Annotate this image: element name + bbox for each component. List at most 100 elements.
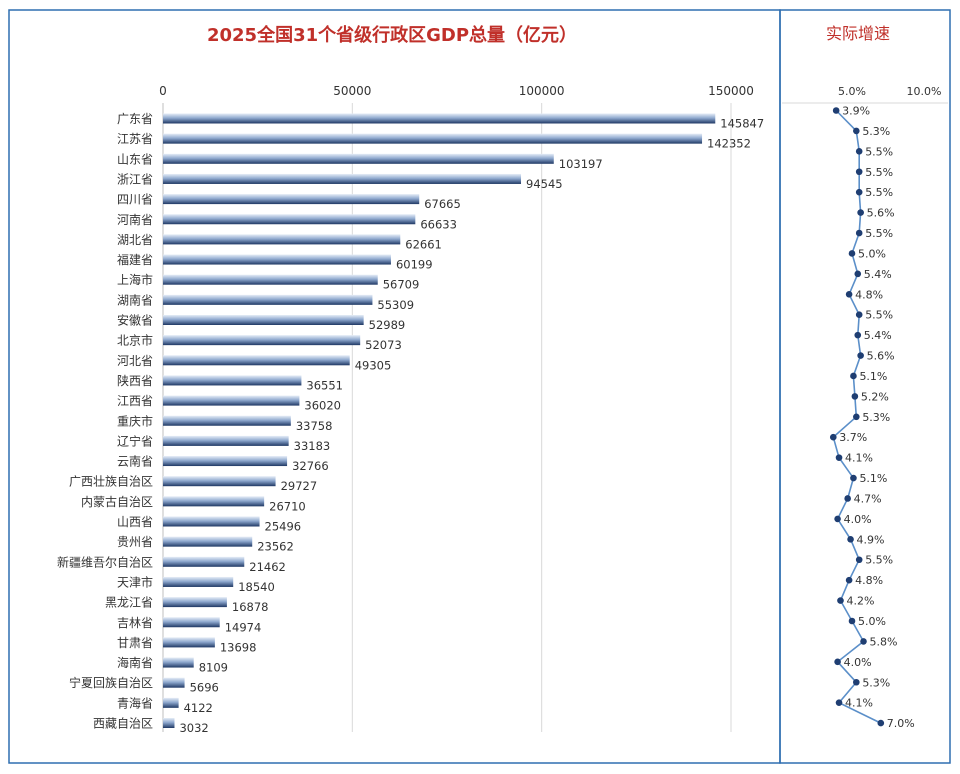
bar-value-label: 36020 (304, 399, 341, 413)
growth-point (853, 678, 860, 686)
growth-point (851, 393, 859, 400)
growth-point (848, 617, 856, 625)
bar (163, 637, 215, 648)
growth-tick-label: 5.0% (838, 85, 866, 98)
category-label: 新疆维吾尔自治区 (57, 554, 153, 569)
bar (163, 657, 194, 668)
category-label: 重庆市 (117, 413, 153, 428)
bar-value-label: 62661 (405, 237, 442, 251)
x-tick-label: 150000 (708, 84, 754, 98)
category-label: 山东省 (117, 152, 153, 166)
category-label: 上海市 (117, 272, 153, 287)
category-label: 四川省 (117, 193, 153, 207)
growth-data-label: 7.0% (887, 717, 915, 730)
bar (163, 718, 175, 728)
bar-value-label: 142352 (707, 137, 751, 151)
bar (163, 597, 227, 608)
growth-point (829, 433, 837, 441)
bar (163, 415, 291, 426)
growth-point (848, 250, 856, 257)
category-label: 河南省 (117, 212, 153, 227)
bar-value-label: 66633 (420, 217, 457, 231)
category-label: 湖北省 (117, 232, 153, 247)
category-label: 福建省 (117, 252, 153, 267)
growth-data-label: 3.9% (842, 105, 870, 118)
category-label: 贵州省 (117, 535, 153, 549)
bar-value-label: 103197 (559, 157, 603, 171)
growth-point (844, 495, 851, 502)
growth-data-label: 5.1% (859, 370, 887, 383)
bar (163, 516, 260, 527)
category-label: 内蒙古自治区 (81, 494, 153, 509)
growth-data-label: 5.5% (865, 554, 893, 567)
category-label: 青海省 (117, 695, 153, 710)
growth-point (853, 413, 860, 421)
category-label: 海南省 (117, 655, 153, 670)
growth-point (855, 188, 863, 196)
growth-point (854, 270, 862, 278)
category-label: 吉林省 (117, 616, 153, 630)
growth-chart-title: 实际增速 (826, 24, 890, 43)
category-label: 天津市 (117, 574, 153, 589)
growth-point (835, 699, 843, 706)
bar (163, 153, 554, 164)
growth-point (855, 311, 863, 319)
bar (163, 335, 361, 346)
bar (163, 214, 416, 225)
growth-data-label: 5.2% (861, 390, 889, 403)
category-label: 辽宁省 (117, 433, 153, 448)
bar-value-label: 33183 (294, 439, 331, 453)
bar-value-label: 4122 (184, 701, 213, 715)
growth-data-label: 5.4% (864, 268, 892, 281)
category-label: 山西省 (117, 515, 153, 529)
growth-data-label: 5.0% (858, 247, 886, 260)
growth-point (834, 515, 841, 523)
bar (163, 375, 302, 386)
bar-value-label: 49305 (355, 358, 392, 372)
bar (163, 496, 265, 507)
category-label: 云南省 (117, 454, 153, 469)
bar-value-label: 60199 (396, 258, 433, 272)
bar-value-label: 33758 (296, 419, 333, 433)
growth-point (850, 372, 857, 380)
growth-data-label: 5.3% (862, 125, 890, 138)
bar-value-label: 56709 (383, 278, 420, 292)
growth-data-label: 5.4% (864, 329, 892, 342)
bar (163, 234, 401, 245)
bar-value-label: 36551 (306, 378, 343, 392)
category-label: 浙江省 (117, 172, 153, 186)
growth-data-label: 5.6% (867, 350, 895, 363)
x-tick-label: 100000 (519, 84, 565, 98)
growth-point (853, 127, 860, 135)
category-label: 宁夏回族自治区 (69, 675, 153, 690)
x-tick-label: 50000 (333, 84, 371, 98)
growth-point (845, 576, 853, 584)
bar-chart: 0 50000 100000 150000 广东省 145847 江苏省 142352 山东省 1… (57, 84, 764, 735)
growth-data-label: 3.7% (839, 431, 867, 444)
growth-data-label: 5.8% (870, 635, 898, 648)
category-label: 西藏自治区 (93, 717, 153, 731)
bar-value-label: 16878 (232, 600, 269, 614)
bar (163, 617, 220, 628)
growth-point (877, 719, 885, 727)
bar-value-label: 25496 (265, 520, 302, 534)
bar (163, 113, 716, 124)
category-label: 陕西省 (117, 373, 153, 388)
bar (163, 395, 300, 406)
growth-point (837, 597, 844, 604)
bar (163, 476, 276, 487)
bar-value-label: 18540 (238, 580, 275, 594)
growth-data-label: 4.8% (855, 574, 883, 587)
growth-point (860, 638, 867, 645)
x-tick-label: 0 (159, 84, 167, 98)
bar (163, 697, 179, 708)
bar-value-label: 32766 (292, 459, 329, 473)
growth-point (855, 229, 863, 237)
growth-data-label: 4.0% (844, 656, 872, 669)
bar-value-label: 21462 (249, 560, 286, 574)
growth-data-label: 5.3% (862, 676, 890, 689)
bar-value-label: 26710 (269, 499, 306, 513)
bar-value-label: 29727 (281, 479, 318, 493)
